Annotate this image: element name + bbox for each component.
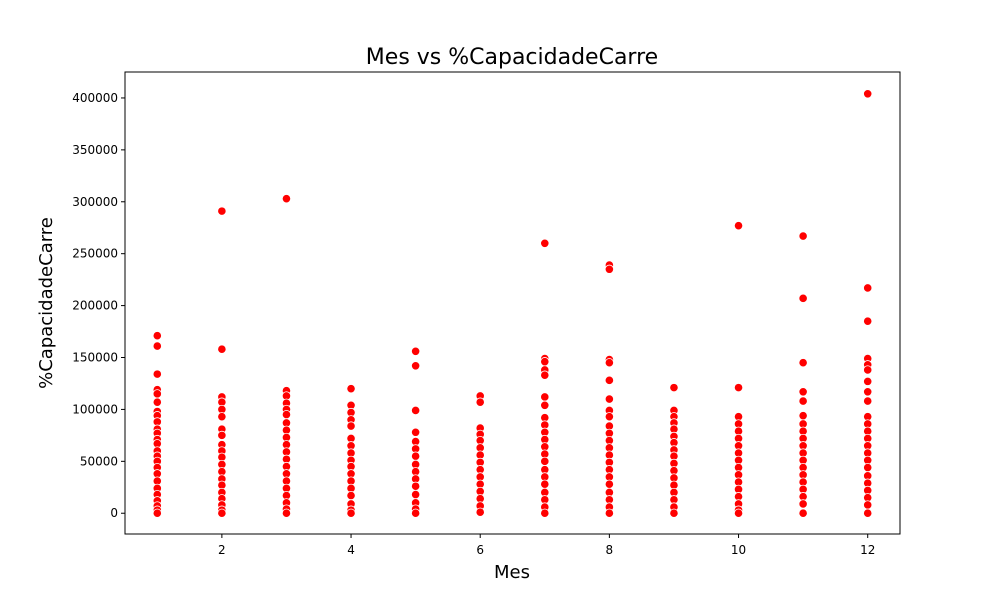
data-point [152,389,162,399]
data-point [475,507,485,517]
data-point [411,427,421,437]
data-point [798,387,808,397]
data-point [798,293,808,303]
data-point [798,358,808,368]
data-point [346,421,356,431]
data-point [281,194,292,204]
data-point [217,344,227,354]
y-tick-label: 50000 [80,454,118,468]
data-point [863,316,873,326]
x-tick-label: 10 [731,543,746,557]
data-point [540,456,550,466]
data-point [217,412,227,422]
data-point [152,508,162,518]
data-point [152,341,162,351]
data-point [863,387,873,397]
y-tick-label: 200000 [72,299,118,313]
data-point [217,206,227,216]
data-point [604,508,614,518]
y-tick-label: 150000 [72,351,118,365]
x-tick-label: 4 [347,543,355,557]
data-point [540,400,550,410]
y-tick-label: 0 [110,506,118,520]
data-point [411,508,421,518]
data-point [604,264,614,274]
data-point [798,411,808,421]
chart-title: Mes vs %CapacidadeCarre [366,45,658,70]
x-tick-label: 12 [860,543,875,557]
x-tick-label: 6 [476,543,484,557]
data-point [863,365,873,375]
data-point [798,508,808,518]
x-tick-label: 8 [606,543,614,557]
data-point [411,481,421,491]
data-point [604,375,614,385]
data-point [733,508,744,518]
data-point [346,508,356,518]
data-point [863,500,873,510]
x-axis-label: Mes [494,562,530,583]
data-point [475,397,485,407]
y-axis: 0 50000 100000 150000 200000 250000 300000 3500… [72,91,125,520]
data-point [152,397,162,407]
data-point [863,283,873,293]
x-tick-label: 2 [218,543,226,557]
data-point [540,370,550,380]
y-tick-label: 350000 [72,143,118,157]
data-point [411,346,421,356]
data-point [540,508,550,518]
y-axis-label: %CapacidadeCarre [36,217,57,389]
data-point [863,376,873,386]
data-points [152,89,873,518]
data-point [346,490,356,501]
data-point [604,394,614,404]
y-tick-label: 400000 [72,91,118,105]
data-point [540,238,550,248]
data-point [798,231,808,241]
data-point [411,405,421,416]
data-point [669,383,679,393]
data-point [152,331,162,341]
data-point [540,357,550,367]
y-tick-label: 300000 [72,195,118,209]
data-point [798,499,808,509]
data-point [604,479,614,489]
data-point [217,430,227,440]
data-point [733,221,744,231]
data-point [281,508,292,518]
data-point [863,89,873,99]
data-point [540,479,550,489]
data-point [411,451,421,461]
data-point [604,358,614,368]
data-point [411,361,421,371]
data-point [604,412,614,422]
y-tick-label: 100000 [72,402,118,416]
data-point [152,369,162,379]
data-point [346,384,356,394]
data-point [863,396,873,406]
data-point [217,508,227,518]
data-point [863,508,873,518]
data-point [733,383,744,393]
data-point [540,392,550,402]
data-point [798,396,808,406]
x-axis: 2 4 6 8 10 12 [218,534,875,557]
y-tick-label: 250000 [72,247,118,261]
data-point [281,410,292,420]
data-point [411,489,421,500]
data-point [863,462,873,473]
data-point [669,508,679,518]
plot-frame [124,71,901,535]
